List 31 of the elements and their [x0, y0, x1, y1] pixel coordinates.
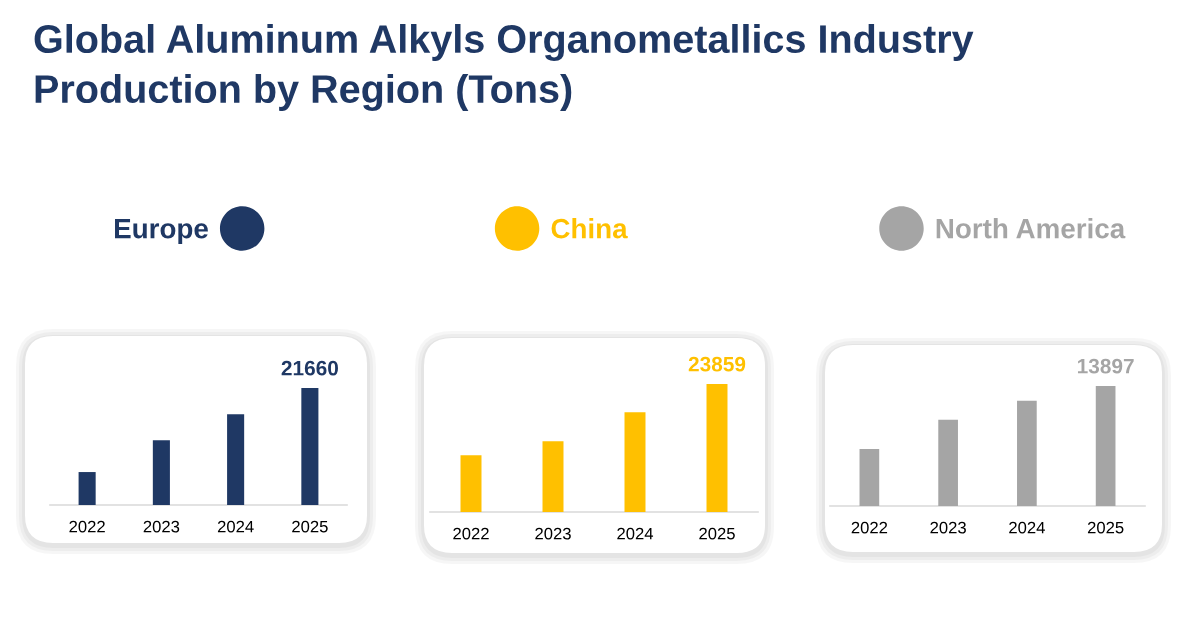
x-tick-label: 2022 [453, 527, 489, 540]
bar [1017, 400, 1037, 506]
x-tick-label: 2023 [930, 521, 966, 534]
bar [460, 455, 482, 512]
bar [301, 388, 319, 505]
bar [1095, 386, 1116, 506]
x-tick-label: 2024 [217, 520, 254, 533]
data-label: 13897 [1077, 358, 1134, 374]
bar [78, 472, 96, 505]
bar [152, 440, 170, 505]
bar [542, 441, 564, 512]
legend-label: China [551, 218, 628, 239]
bar [624, 412, 646, 512]
x-tick-label: 2023 [143, 520, 180, 533]
legend-label: Europe [115, 219, 208, 244]
x-tick-label: 2022 [69, 520, 105, 533]
x-tick-label: 2023 [535, 527, 571, 540]
x-tick-label: 2024 [1009, 521, 1045, 534]
x-tick-label: 2025 [699, 527, 735, 540]
data-label: 21660 [281, 360, 338, 376]
x-tick-label: 2025 [1087, 521, 1124, 534]
text: Global Aluminum Alkyls Organometallics Industry Production by Region (Tons) [34, 24, 974, 112]
legend-label: North America [936, 218, 1126, 239]
data-label: 23859 [688, 356, 746, 372]
x-tick-label: 2025 [292, 520, 328, 533]
x-tick-label: 2024 [617, 527, 654, 540]
bar [859, 449, 880, 506]
bar [938, 419, 958, 506]
x-tick-label: 2022 [851, 521, 888, 534]
bar [706, 384, 728, 512]
bar [227, 414, 245, 505]
